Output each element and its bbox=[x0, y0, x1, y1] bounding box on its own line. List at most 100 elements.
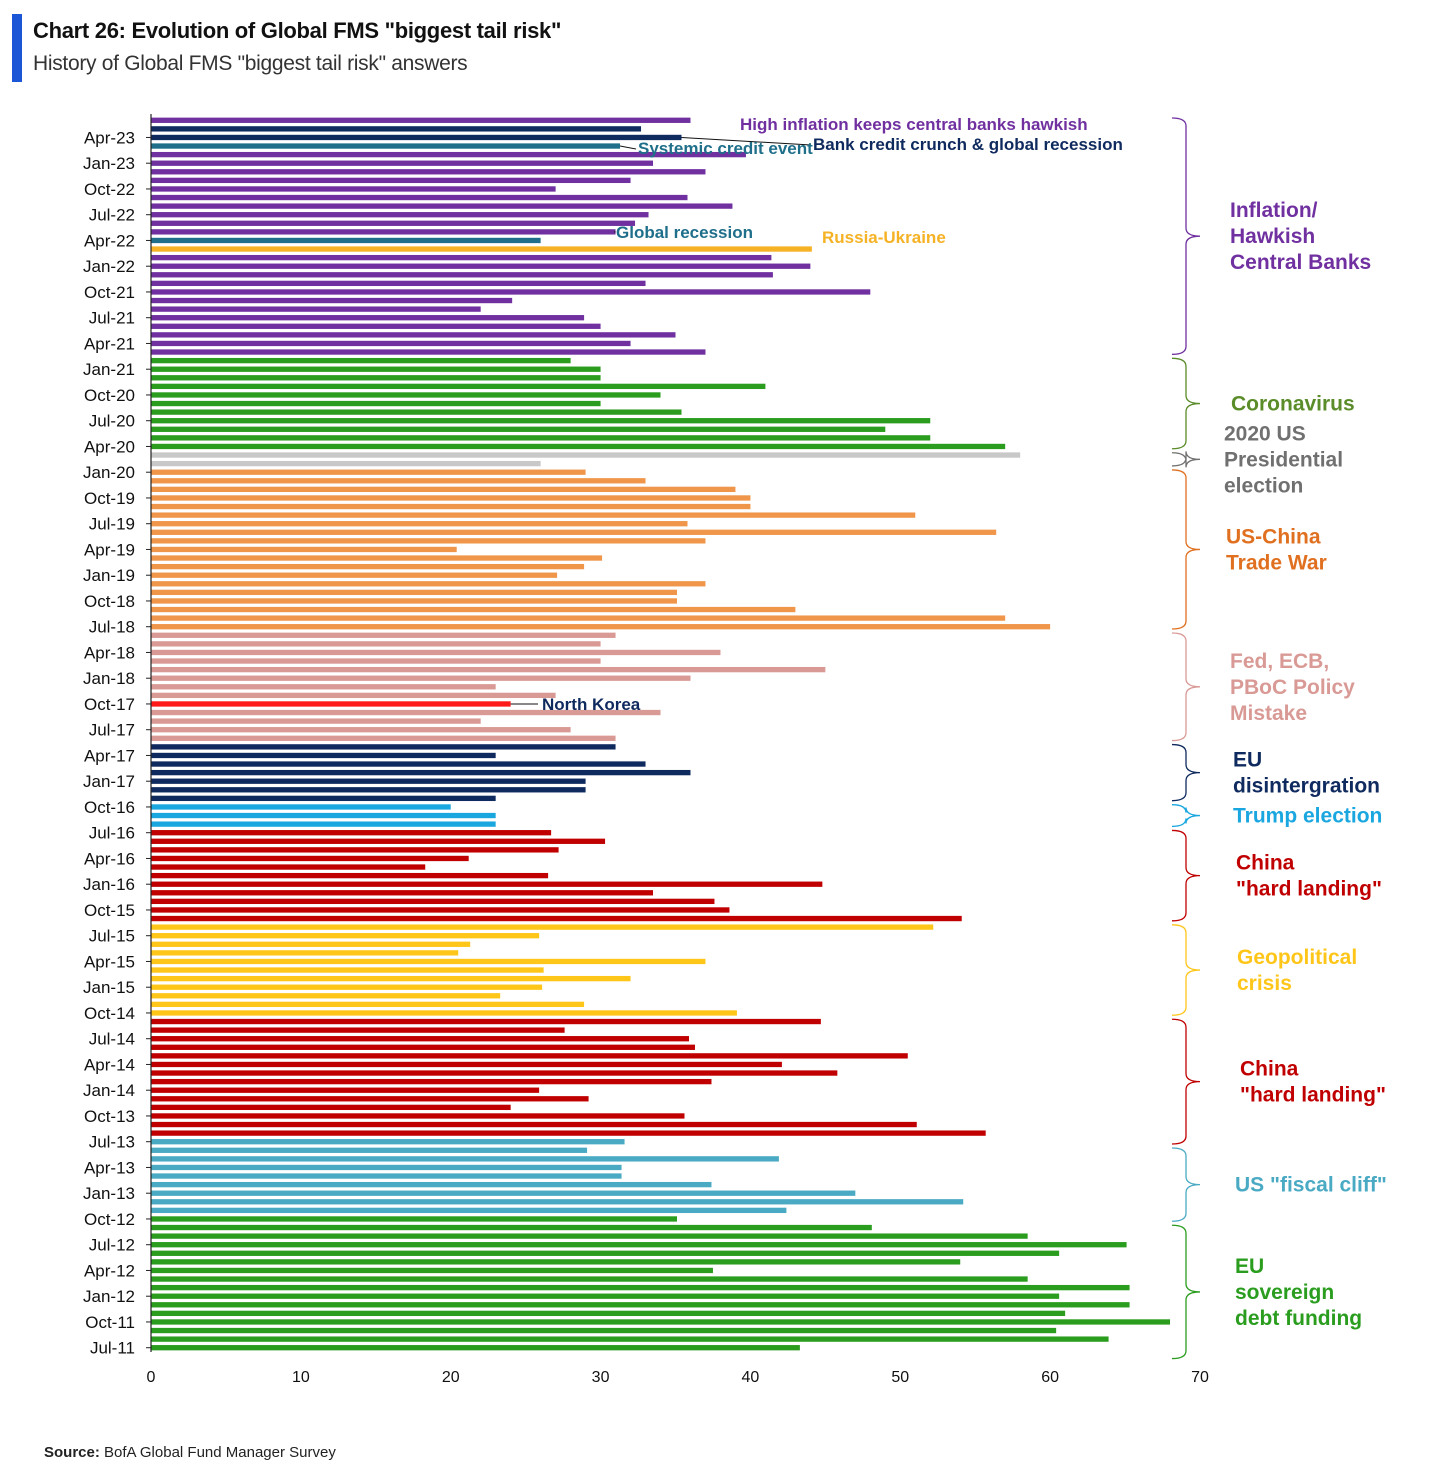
bar bbox=[151, 512, 916, 518]
x-tick-label: 60 bbox=[1041, 1369, 1059, 1386]
bar bbox=[151, 1121, 917, 1128]
y-tick-label: Apr-19 bbox=[84, 540, 135, 559]
bar bbox=[151, 323, 601, 329]
bar bbox=[151, 151, 746, 158]
y-tick-label: Oct-19 bbox=[84, 489, 135, 508]
bar bbox=[151, 606, 796, 613]
group-label: election bbox=[1224, 474, 1303, 497]
y-tick-label: Apr-21 bbox=[84, 334, 135, 353]
bar bbox=[151, 409, 682, 415]
y-tick-label: Apr-23 bbox=[84, 128, 135, 147]
bar bbox=[151, 1224, 872, 1231]
group-label: Trump election bbox=[1233, 805, 1382, 828]
group-label: 2020 US bbox=[1224, 422, 1306, 445]
bar bbox=[151, 349, 706, 355]
y-tick-label: Jan-13 bbox=[83, 1184, 135, 1203]
bar bbox=[151, 357, 571, 364]
y-tick-label: Oct-18 bbox=[84, 592, 135, 611]
bar bbox=[151, 632, 616, 638]
y-tick-label: Oct-13 bbox=[84, 1107, 135, 1126]
bar bbox=[151, 280, 646, 287]
y-tick-label: Jan-21 bbox=[83, 360, 135, 379]
bar bbox=[151, 598, 677, 604]
y-tick-label: Jul-14 bbox=[89, 1030, 135, 1049]
y-tick-label: Apr-13 bbox=[84, 1158, 135, 1177]
y-tick-label: Jan-17 bbox=[83, 772, 135, 791]
bar bbox=[151, 752, 496, 759]
bar bbox=[151, 478, 646, 484]
bar bbox=[151, 950, 459, 956]
group-brace bbox=[1171, 743, 1201, 802]
y-tick-label: Jan-16 bbox=[83, 875, 135, 894]
bar bbox=[151, 1053, 908, 1059]
group-label: Coronavirus bbox=[1231, 393, 1355, 416]
y-tick-label: Jul-20 bbox=[89, 412, 135, 431]
y-tick-label: Apr-14 bbox=[84, 1055, 135, 1074]
group-label: Hawkish bbox=[1230, 225, 1315, 248]
bar bbox=[151, 134, 682, 141]
bar bbox=[151, 589, 677, 596]
group-brace bbox=[1171, 1018, 1201, 1145]
bar bbox=[151, 761, 646, 767]
groups-layer: Inflation/Hawkish Central Banks Coronaviru… bbox=[1171, 117, 1387, 1360]
bar bbox=[151, 735, 616, 741]
y-tick-label: Jul-11 bbox=[90, 1339, 135, 1358]
bar bbox=[151, 1216, 677, 1222]
bar bbox=[151, 418, 931, 424]
y-tick-label: Jan-19 bbox=[83, 566, 135, 585]
bar bbox=[151, 581, 706, 587]
bar bbox=[151, 692, 556, 699]
bar bbox=[151, 212, 649, 218]
bar bbox=[151, 933, 540, 939]
group-label: US-China bbox=[1226, 525, 1321, 548]
bar bbox=[151, 383, 766, 390]
annotation-label: North Korea bbox=[542, 695, 641, 714]
bar bbox=[151, 375, 601, 381]
bar bbox=[151, 641, 601, 647]
bar bbox=[151, 898, 715, 905]
y-tick-label: Apr-22 bbox=[84, 231, 135, 250]
bar bbox=[151, 1233, 1028, 1239]
bar bbox=[151, 1259, 961, 1265]
annotation-label: High inflation keeps central banks hawki… bbox=[740, 115, 1088, 134]
bar bbox=[151, 1001, 585, 1008]
bar bbox=[151, 1164, 622, 1171]
bar bbox=[151, 1302, 1130, 1308]
y-tick-label: Jul-16 bbox=[89, 824, 135, 843]
group-label: EU bbox=[1233, 749, 1262, 772]
y-tick-label: Apr-20 bbox=[84, 437, 135, 456]
bar bbox=[151, 1181, 712, 1188]
bar bbox=[151, 624, 1051, 630]
bar bbox=[151, 443, 1006, 450]
bar bbox=[151, 615, 1006, 621]
bar bbox=[151, 169, 706, 175]
annotation-leader bbox=[681, 136, 812, 146]
source-note: Source: BofA Global Fund Manager Survey bbox=[44, 1444, 336, 1461]
bar bbox=[151, 177, 631, 184]
y-tick-label: Jul-13 bbox=[89, 1133, 135, 1152]
bar bbox=[151, 340, 631, 347]
group-brace bbox=[1171, 1224, 1201, 1360]
bar bbox=[151, 297, 513, 304]
annotation-leader bbox=[619, 145, 637, 150]
y-tick-label: Oct-20 bbox=[84, 386, 135, 405]
bar bbox=[151, 529, 997, 535]
group-label: debt funding bbox=[1235, 1307, 1362, 1330]
bar bbox=[151, 744, 616, 750]
bar bbox=[151, 1087, 540, 1093]
bar bbox=[151, 1207, 787, 1214]
bar bbox=[151, 1027, 565, 1033]
y-tick-label: Oct-15 bbox=[84, 901, 135, 920]
bar bbox=[151, 701, 511, 707]
annotation-label: Bank credit crunch & global recession bbox=[813, 135, 1123, 154]
bar bbox=[151, 1104, 511, 1111]
annotation-label: Russia-Ukraine bbox=[822, 228, 946, 247]
bar bbox=[151, 881, 823, 887]
bar bbox=[151, 246, 812, 252]
bar bbox=[151, 160, 654, 166]
bar bbox=[151, 872, 549, 879]
bar bbox=[151, 1242, 1127, 1248]
bar bbox=[151, 1070, 838, 1076]
group-brace bbox=[1171, 357, 1201, 450]
bar bbox=[151, 469, 586, 475]
